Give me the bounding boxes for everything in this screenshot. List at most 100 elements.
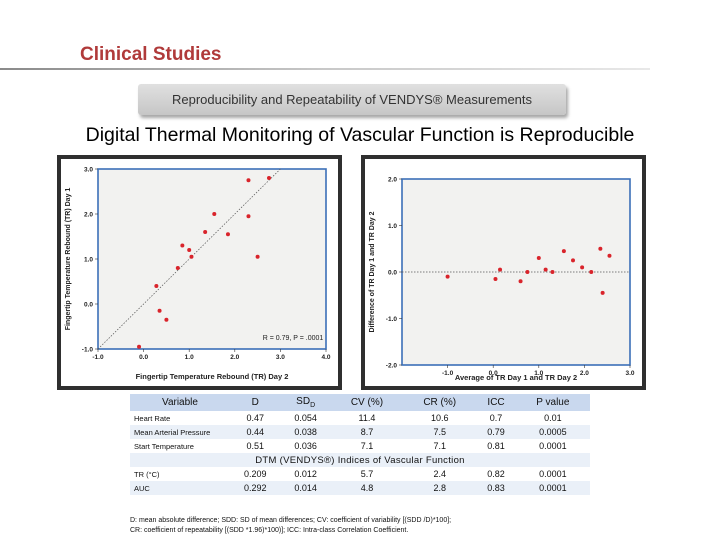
header-sdd: SDD bbox=[280, 394, 331, 411]
cell-icc: 0.82 bbox=[487, 469, 505, 479]
bland-altman-data-point bbox=[571, 258, 575, 263]
section-banner: Reproducibility and Repeatability of VEN… bbox=[138, 84, 566, 115]
cell-p-value: 0.0001 bbox=[539, 469, 567, 479]
correlation-data-point bbox=[157, 308, 162, 313]
bland-altman-data-point bbox=[536, 256, 541, 261]
row-label: Heart Rate bbox=[134, 413, 171, 423]
table-header-row: Variable D SDD CV (%) CR (%) ICC P value bbox=[130, 394, 590, 411]
row-label: Mean Arterial Pressure bbox=[130, 425, 230, 439]
bland-altman-plot: -1.0 0.0 1.0 2.0 3.0 -2.0 -1.0 0.0 1.0 2.0 Averag… bbox=[369, 176, 635, 382]
bland-altman-data-point bbox=[543, 267, 548, 272]
cell-cv: 5.7 bbox=[360, 469, 374, 479]
cell-sdd: 0.012 bbox=[294, 469, 317, 479]
table-row: TR (°C) 0.209 0.012 5.7 2.4 0.82 0.0001 bbox=[130, 467, 590, 481]
correlation-data-point bbox=[255, 254, 260, 259]
correlation-x-tick-label: 0.0 bbox=[139, 354, 148, 361]
correlation-data-point bbox=[154, 284, 159, 288]
cell-cv: 8.7 bbox=[330, 425, 404, 439]
bland-altman-data-point bbox=[561, 249, 566, 254]
correlation-data-point bbox=[212, 212, 217, 216]
cell-d: 0.44 bbox=[230, 425, 281, 439]
cell-d: 0.209 bbox=[243, 469, 267, 479]
cell-p-value: 0.0005 bbox=[515, 425, 590, 439]
cell-sdd: 0.038 bbox=[280, 425, 331, 439]
correlation-x-tick-label: 2.0 bbox=[230, 354, 239, 361]
correlation-annotation: R = 0.79, P = .0001 bbox=[263, 335, 324, 342]
row-label: TR (°C) bbox=[134, 469, 160, 479]
section-title: DTM (VENDYS®) Indices of Vascular Functi… bbox=[130, 453, 590, 467]
bland-altman-data-point bbox=[518, 279, 523, 284]
correlation-data-point bbox=[189, 254, 194, 259]
statistics-table-wrap: Variable D SDD CV (%) CR (%) ICC P value… bbox=[130, 394, 590, 495]
statistics-table: Variable D SDD CV (%) CR (%) ICC P value… bbox=[130, 394, 590, 495]
bland-altman-y-tick-label: 0.0 bbox=[388, 269, 397, 276]
cell-p-value: 0.01 bbox=[544, 413, 562, 423]
correlation-y-tick-label: 1.0 bbox=[84, 256, 93, 263]
header-sd-sub: D bbox=[310, 402, 316, 409]
header-sd-main: SD bbox=[296, 396, 311, 407]
bland-altman-x-tick-label: -1.0 bbox=[442, 370, 454, 377]
correlation-y-tick-label: 2.0 bbox=[84, 211, 93, 218]
table-row: AUC 0.292 0.014 4.8 2.8 0.83 0.0001 bbox=[130, 481, 590, 495]
correlation-data-point bbox=[164, 317, 169, 322]
cell-icc: 0.79 bbox=[476, 425, 516, 439]
correlation-data-point bbox=[180, 243, 185, 248]
cell-cv: 4.8 bbox=[330, 481, 404, 495]
correlation-y-label: Fingertip Temperature Rebound (TR) Day 1 bbox=[65, 188, 72, 331]
bland-altman-x-tick-label: 2.0 bbox=[580, 370, 589, 377]
cell-d: 0.51 bbox=[246, 441, 264, 451]
bland-altman-data-point bbox=[580, 265, 585, 270]
cell-cr: 2.4 bbox=[433, 469, 446, 479]
table-section-row: DTM (VENDYS®) Indices of Vascular Functi… bbox=[130, 453, 590, 467]
correlation-x-tick-label: 1.0 bbox=[185, 354, 194, 361]
bland-altman-data-point bbox=[598, 246, 603, 251]
correlation-data-point bbox=[246, 214, 251, 219]
bland-altman-y-tick-label: 1.0 bbox=[388, 223, 397, 230]
cell-icc: 0.81 bbox=[487, 441, 505, 451]
regression-line bbox=[97, 168, 281, 350]
cell-sdd: 0.014 bbox=[280, 481, 331, 495]
cell-sdd: 0.054 bbox=[294, 413, 317, 423]
correlation-data-point bbox=[175, 266, 180, 270]
table-row: Heart Rate 0.47 0.054 11.4 10.6 0.7 0.01 bbox=[130, 411, 590, 425]
bland-altman-data-point bbox=[550, 270, 555, 274]
header-cr: CR (%) bbox=[403, 394, 477, 411]
correlation-x-tick-label: 4.0 bbox=[321, 354, 330, 361]
bland-altman-data-point bbox=[589, 270, 594, 274]
bland-altman-data-point bbox=[525, 270, 530, 274]
correlation-y-tick-label: 3.0 bbox=[84, 166, 93, 173]
bland-altman-y-tick-label: -1.0 bbox=[386, 316, 398, 323]
bland-altman-y-label: Difference of TR Day 1 and TR Day 2 bbox=[369, 211, 376, 332]
correlation-x-tick-label: 3.0 bbox=[276, 354, 285, 361]
bland-altman-x-tick-label: 1.0 bbox=[534, 370, 543, 377]
header-d: D bbox=[230, 394, 281, 411]
cell-d: 0.292 bbox=[230, 481, 281, 495]
header-variable: Variable bbox=[130, 394, 230, 411]
correlation-data-point bbox=[246, 178, 251, 183]
row-label: Start Temperature bbox=[134, 441, 194, 451]
title-divider bbox=[0, 68, 650, 70]
header-icc: ICC bbox=[476, 394, 516, 411]
cell-icc: 0.7 bbox=[489, 413, 503, 423]
cell-p-value: 0.0001 bbox=[539, 441, 567, 451]
cell-d: 0.47 bbox=[246, 413, 264, 423]
correlation-x-label: Fingertip Temperature Rebound (TR) Day 2 bbox=[136, 372, 289, 381]
cell-cv: 7.1 bbox=[360, 441, 374, 451]
correlation-plot-area bbox=[97, 168, 327, 350]
bland-altman-y-tick-label: 2.0 bbox=[388, 176, 397, 183]
correlation-y-tick-label: 0.0 bbox=[84, 301, 93, 308]
correlation-plot: -1.0 0.0 1.0 2.0 3.0 4.0 -1.0 0.0 1.0 2.0 3.0 R = … bbox=[65, 166, 331, 381]
cell-sdd: 0.036 bbox=[294, 441, 317, 451]
page-title: Clinical Studies bbox=[80, 44, 222, 65]
row-label: AUC bbox=[130, 481, 230, 495]
cell-icc: 0.83 bbox=[476, 481, 516, 495]
bland-altman-x-label: Average of TR Day 1 and TR Day 2 bbox=[455, 373, 577, 382]
bland-altman-data-point bbox=[498, 267, 503, 272]
scatter-figure: -1.0 0.0 1.0 2.0 3.0 4.0 -1.0 0.0 1.0 2.0 3.0 R = … bbox=[57, 155, 646, 390]
cell-cr: 10.6 bbox=[430, 413, 449, 423]
correlation-data-point bbox=[137, 344, 142, 349]
slide-subtitle: Digital Thermal Monitoring of Vascular F… bbox=[85, 124, 635, 146]
header-p-value: P value bbox=[515, 394, 590, 411]
cell-cr: 7.1 bbox=[433, 441, 446, 451]
bland-altman-data-point bbox=[493, 276, 498, 281]
